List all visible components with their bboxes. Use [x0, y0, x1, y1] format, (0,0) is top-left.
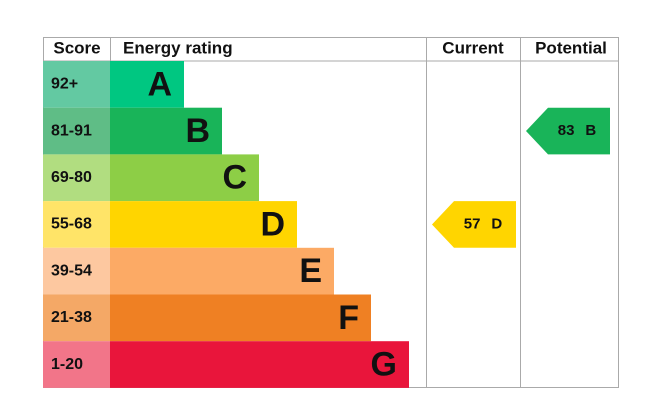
score-cell [43, 294, 110, 342]
band-bar [110, 201, 297, 248]
score-range: 69-80 [51, 169, 92, 186]
score-range: 39-54 [51, 262, 92, 279]
header-potential: Potential [535, 38, 607, 57]
band-bar [110, 107, 222, 155]
band-letter: D [260, 205, 285, 243]
band-letter: G [371, 346, 397, 384]
potential-label: 83 B [558, 122, 597, 139]
score-cell [43, 201, 110, 248]
score-cell [43, 154, 110, 202]
band-letter: B [185, 112, 210, 150]
score-range: 81-91 [51, 122, 92, 139]
score-range: 1-20 [51, 356, 83, 373]
current-arrow [432, 201, 516, 248]
band-bar [110, 341, 409, 388]
score-cell [43, 341, 110, 388]
band-letter: E [299, 252, 322, 290]
score-cell [43, 107, 110, 155]
current-value: 57 [464, 215, 481, 232]
band-bar [110, 61, 184, 108]
score-cell [43, 61, 110, 108]
score-range: 55-68 [51, 216, 92, 233]
band-letter: A [147, 65, 172, 103]
header-current: Current [442, 38, 504, 57]
header-score: Score [53, 38, 100, 57]
score-range: 92+ [51, 76, 78, 93]
current-letter: D [491, 215, 502, 232]
score-range: 21-38 [51, 309, 92, 326]
band-bar [110, 154, 259, 202]
potential-value: 83 [558, 122, 575, 139]
potential-arrow [526, 107, 610, 155]
band-letter: C [222, 159, 247, 197]
potential-letter: B [585, 122, 596, 139]
header-rating: Energy rating [123, 38, 233, 57]
score-cell [43, 247, 110, 295]
band-bar [110, 294, 371, 342]
current-label: 57 D [464, 215, 503, 232]
band-bar [110, 247, 334, 295]
band-letter: F [338, 299, 359, 337]
